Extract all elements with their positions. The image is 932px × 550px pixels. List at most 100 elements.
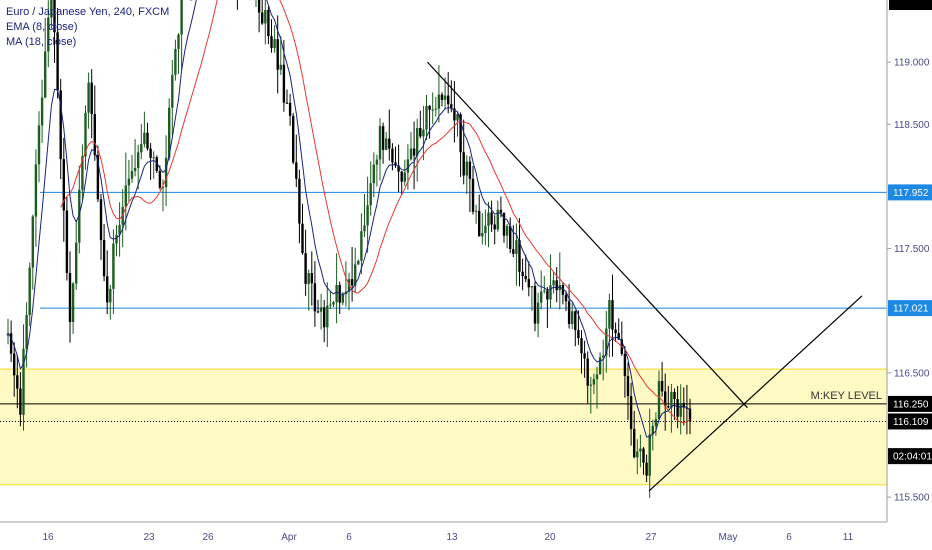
time-axis-ticks: 16 23 26 Apr 6 13 20 27 May 6 11 — [42, 532, 853, 543]
candle-body — [56, 32, 59, 91]
candle-body — [273, 39, 276, 49]
candle-body — [474, 210, 478, 212]
key-level-zone[interactable] — [0, 368, 887, 486]
price-axis-ticks: 119.000 118.500 117.500 116.500 115.500 — [887, 58, 930, 504]
time-tick-label: 16 — [42, 532, 54, 543]
price-label-text: 117.952 — [893, 188, 929, 199]
candle-body — [614, 329, 617, 334]
candle-body — [301, 223, 304, 254]
time-tick-label: 26 — [202, 532, 214, 543]
candle-body — [462, 152, 465, 176]
candle-body — [388, 138, 391, 149]
candle-body — [292, 115, 295, 163]
candle-body — [164, 157, 168, 188]
ascending-trendline[interactable] — [648, 295, 863, 492]
descending-trendline[interactable] — [426, 61, 748, 409]
price-label-box — [888, 395, 932, 412]
candle-body — [68, 273, 72, 322]
price-tick-label: 118.500 — [894, 120, 930, 131]
candle-body — [118, 224, 121, 235]
candle-body — [571, 311, 574, 324]
candle-body — [264, 9, 267, 24]
candle-body — [478, 210, 481, 237]
candle-body — [549, 285, 552, 300]
candle-body — [561, 284, 565, 295]
candle-body — [518, 240, 521, 272]
candle-body — [28, 267, 31, 315]
candle-body — [617, 333, 620, 340]
candle-body — [65, 210, 69, 274]
candle-body — [403, 172, 406, 182]
candle-body — [143, 132, 146, 145]
candle-body — [133, 167, 137, 172]
candle-body — [270, 36, 273, 49]
candle-body — [428, 105, 431, 110]
candle-body — [332, 302, 335, 305]
candle-body — [276, 39, 279, 70]
candle-body — [567, 301, 571, 324]
candle-body — [326, 305, 329, 328]
candle-body — [406, 159, 410, 173]
candle-body — [149, 148, 152, 158]
ema-line — [7, 0, 691, 438]
candle-body — [161, 187, 165, 189]
price-tick-label: 119.000 — [894, 58, 930, 69]
candle-body — [34, 164, 38, 217]
horizontal-levels[interactable] — [0, 191, 887, 422]
ma-line — [60, 0, 691, 424]
candle-body — [595, 374, 599, 380]
candle-body — [611, 300, 614, 330]
candle-body — [363, 225, 366, 232]
candle-body — [152, 157, 155, 159]
candle-body — [598, 357, 602, 375]
candle-body — [574, 311, 577, 331]
candle-body — [106, 276, 109, 303]
time-axis[interactable] — [0, 522, 932, 550]
candle-body — [360, 231, 363, 261]
candle-body — [487, 212, 490, 226]
candle-body — [422, 129, 425, 137]
candle-body — [608, 300, 611, 329]
candle-body — [447, 95, 450, 105]
price-label-box — [888, 413, 932, 430]
candle-body — [354, 264, 357, 286]
price-tick-label: 117.500 — [894, 244, 930, 255]
candle-body — [329, 304, 332, 306]
candle-body — [140, 144, 143, 153]
trendlines-group[interactable] — [426, 61, 863, 492]
price-axis[interactable] — [887, 0, 932, 522]
candle-body — [530, 286, 534, 288]
candle-body — [285, 102, 289, 104]
candle-body — [375, 159, 379, 165]
candle-body — [25, 314, 28, 349]
price-label-text: 116.250 — [893, 399, 929, 410]
price-label-box — [888, 184, 932, 201]
candle-body — [319, 307, 323, 312]
candle-body — [583, 353, 586, 359]
candle-body — [416, 127, 419, 156]
candle-body — [636, 451, 639, 458]
candle-body — [109, 288, 112, 303]
candle-body — [453, 108, 456, 121]
candle-body — [93, 114, 96, 156]
candle-body — [180, 0, 183, 35]
candle-body — [282, 64, 286, 103]
candle-body — [124, 185, 127, 207]
candle-body — [75, 242, 78, 284]
candle-body — [484, 225, 487, 234]
candle-body — [90, 82, 93, 115]
candle-body — [639, 448, 642, 452]
candle-body — [555, 280, 558, 291]
price-axis-labels: 117.952 117.021 116.250 116.109 02:04:01 — [888, 184, 932, 465]
indicators-group — [7, 0, 691, 438]
candle-body — [6, 333, 10, 336]
candle-body — [9, 333, 13, 354]
key-level-zone-fill[interactable] — [0, 369, 887, 485]
candle-body — [394, 162, 397, 166]
candle-body — [99, 199, 103, 241]
candle-body — [177, 34, 180, 49]
price-label-box — [888, 300, 932, 317]
candle-body — [323, 307, 326, 328]
candle-body — [13, 353, 16, 376]
